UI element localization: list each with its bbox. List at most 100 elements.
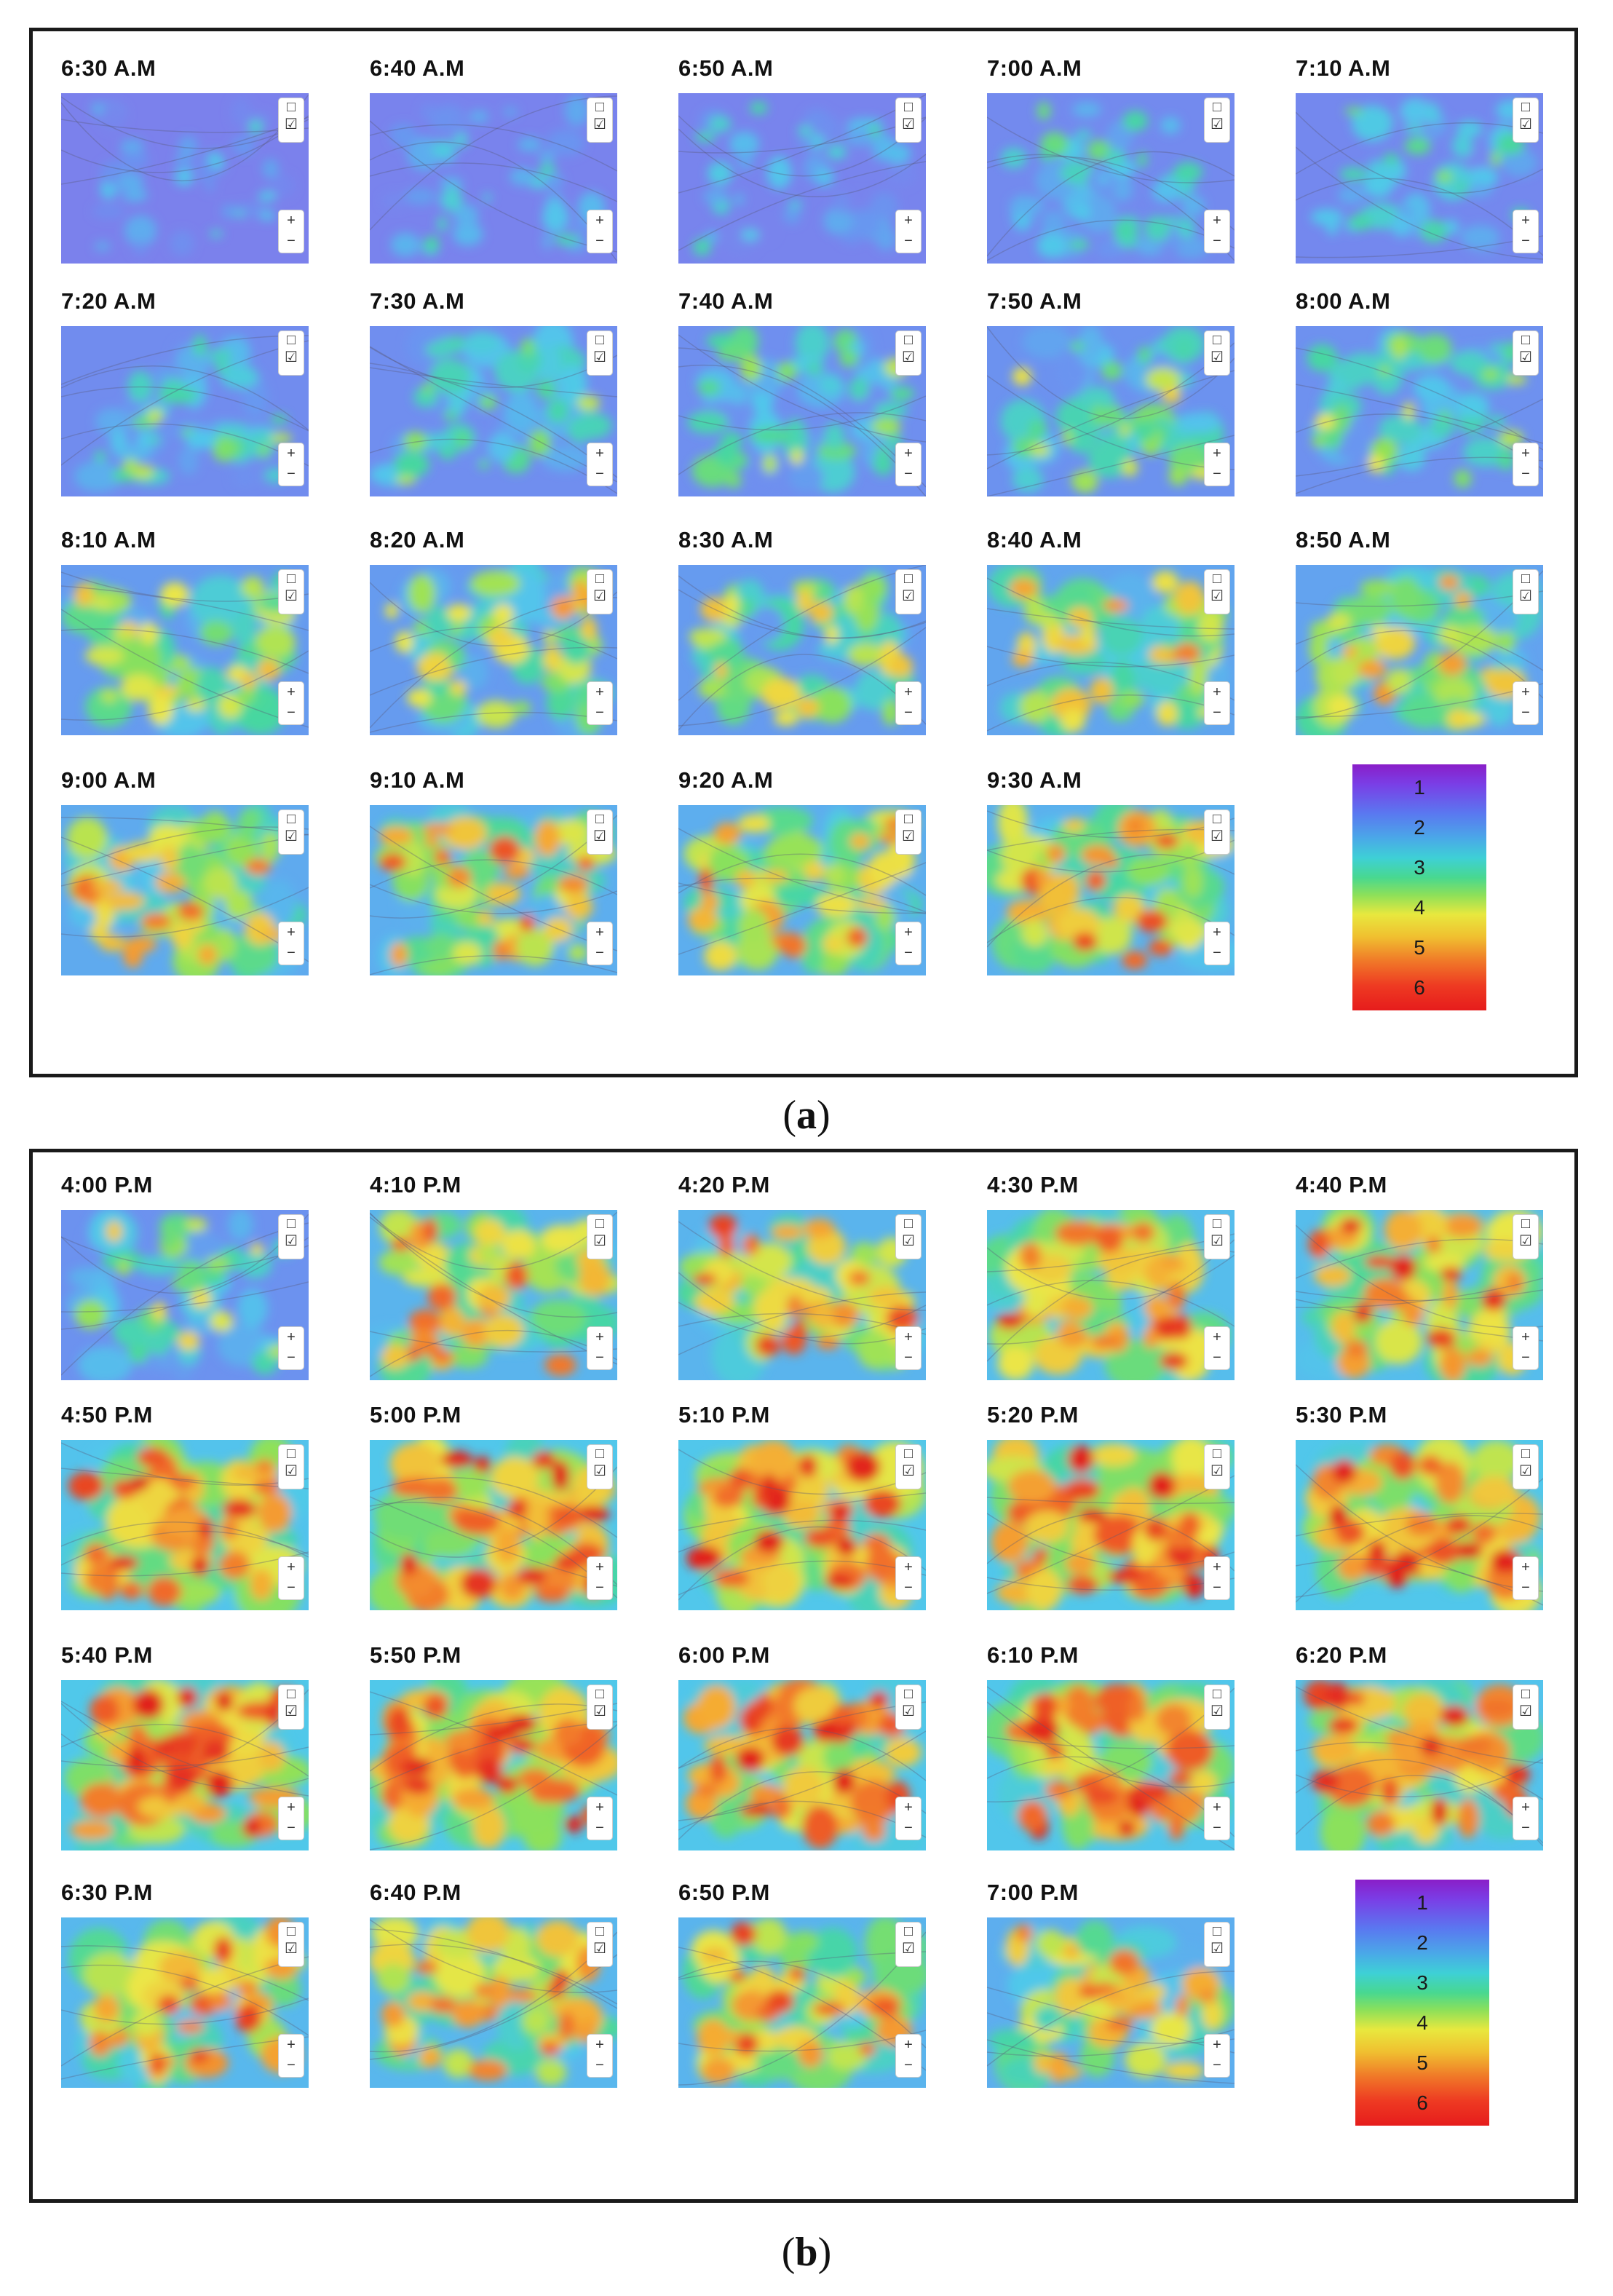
heat-blob [535, 2059, 567, 2086]
time-label: 6:50 P.M [678, 1880, 770, 1905]
morning-map-cell: 9:30 A.M □ ☑ + − [987, 767, 1234, 978]
heat-blob [1403, 402, 1414, 421]
heat-blob [1033, 1693, 1058, 1722]
heat-blob [1427, 1329, 1456, 1349]
heat-blob [881, 698, 900, 727]
heat-blob [756, 1334, 780, 1357]
map-layer-icon: □ ☑ [587, 98, 613, 143]
heatmap-thumbnail: □ ☑ + − [678, 93, 926, 264]
heat-blob [1087, 140, 1111, 161]
heat-blob [1326, 1765, 1376, 1807]
heat-blob [562, 632, 591, 665]
heat-blob [434, 848, 451, 866]
heat-blob [421, 1478, 458, 1503]
road-line [678, 828, 926, 914]
heat-blob [1382, 158, 1406, 181]
road-line [370, 1721, 617, 1789]
heat-blob [83, 1952, 136, 1998]
heat-blob [1105, 2016, 1133, 2032]
heat-blob [539, 151, 555, 162]
heat-blob [1176, 217, 1195, 239]
road-line [678, 1931, 926, 2086]
heatmap-svg [678, 1917, 926, 2088]
road-line [1296, 630, 1543, 699]
zoom-out-icon: − [1213, 705, 1221, 721]
heat-blob [1420, 1736, 1442, 1756]
heat-blob [1465, 183, 1492, 197]
heat-blob [1312, 434, 1327, 448]
road-line [1296, 1238, 1543, 1279]
zoom-out-icon: − [1213, 233, 1221, 249]
heatmap-svg [987, 565, 1234, 735]
heat-blob [793, 1318, 807, 1346]
heat-blob [1178, 1512, 1201, 1539]
heat-blob [766, 1990, 794, 2014]
heat-blob [478, 459, 490, 470]
heat-blob [890, 387, 914, 400]
zoom-control: + − [1513, 1797, 1539, 1840]
heat-blob [1491, 151, 1502, 167]
heat-blob [493, 603, 514, 626]
heat-blob [1310, 209, 1344, 226]
heat-blob [803, 1219, 836, 1238]
heat-blob [1432, 162, 1472, 201]
heat-blob [714, 662, 728, 679]
heat-blob [825, 625, 839, 644]
time-label: 7:20 A.M [61, 288, 156, 314]
heatmap-svg [678, 93, 926, 264]
heat-blob [470, 570, 521, 597]
heat-blob [1402, 1300, 1424, 1326]
zoom-control: + − [1204, 1797, 1230, 1840]
heat-blob [694, 132, 716, 143]
map-layer-icon: □ ☑ [895, 98, 922, 143]
map-layer-icon: □ ☑ [895, 1214, 922, 1259]
road-line [1296, 1478, 1543, 1598]
heat-blob [876, 226, 897, 250]
zoom-control: + − [895, 922, 922, 965]
heat-blob [697, 379, 721, 396]
heat-blob [205, 179, 215, 192]
heatmap-blobs [988, 1920, 1234, 2088]
heat-blob [1457, 394, 1489, 418]
heatmap-thumbnail: □ ☑ + − [61, 805, 309, 975]
road-line [370, 1216, 617, 1365]
heat-blob [826, 1302, 860, 1328]
zoom-in-icon: + [1521, 1329, 1530, 1345]
heat-blob [1360, 579, 1398, 596]
heat-blob [839, 349, 859, 368]
heat-blob [1133, 1781, 1169, 1802]
road-line [61, 335, 309, 385]
zoom-in-icon: + [904, 1800, 913, 1816]
heat-blob [1172, 1440, 1210, 1483]
road-line [370, 1212, 617, 1318]
heat-blob [809, 601, 833, 623]
evening-map-cell: 6:20 P.M □ ☑ + − [1296, 1642, 1543, 1853]
heat-blob [242, 1818, 261, 1838]
heat-blob [703, 1735, 751, 1755]
road-line [678, 877, 926, 913]
heat-blob [86, 622, 123, 646]
zoom-control: + − [1204, 210, 1230, 253]
zoom-control: + − [895, 210, 922, 253]
heat-blob [407, 689, 432, 708]
morning-map-cell: 8:20 A.M □ ☑ + − [370, 527, 617, 738]
time-label: 8:10 A.M [61, 527, 156, 553]
road-line [61, 1222, 309, 1376]
map-layer-icon: □ ☑ [587, 1214, 613, 1259]
heat-blob [424, 605, 454, 639]
heat-blob [447, 644, 466, 670]
heat-blob [99, 935, 126, 952]
heat-blob [443, 2048, 474, 2078]
heat-blob [1418, 333, 1452, 364]
zoom-in-icon: + [595, 1329, 604, 1345]
caption-b: (b) [781, 2230, 832, 2275]
heat-blob [1122, 459, 1138, 477]
evening-map-cell: 7:00 P.M □ ☑ + − [987, 1880, 1234, 2091]
zoom-control: + − [587, 1556, 613, 1600]
zoom-in-icon: + [1213, 925, 1221, 941]
heat-blob [116, 1259, 130, 1276]
heat-blob [230, 97, 252, 127]
heat-blob [1061, 708, 1085, 732]
heat-blob [857, 1331, 893, 1369]
heat-blob [1198, 1989, 1217, 2004]
